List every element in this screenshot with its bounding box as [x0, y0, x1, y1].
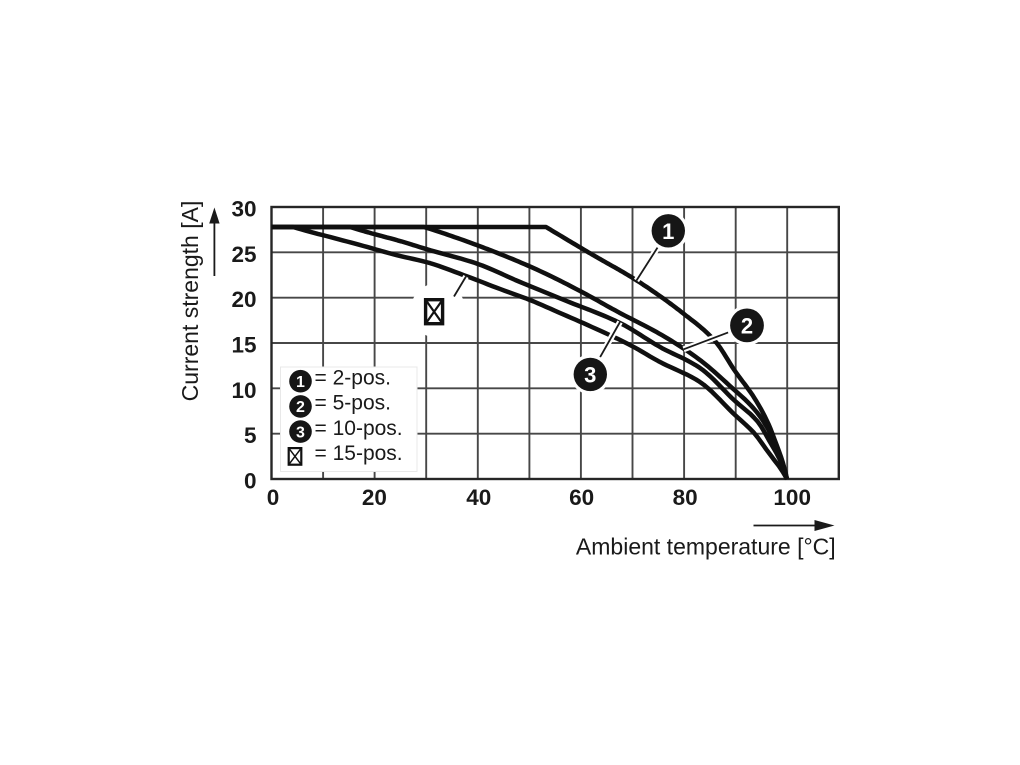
- svg-text:= 2-pos.: = 2-pos.: [315, 367, 391, 390]
- svg-text:1: 1: [662, 219, 674, 244]
- svg-text:20: 20: [362, 485, 387, 510]
- svg-text:0: 0: [244, 469, 257, 494]
- svg-text:= 5-pos.: = 5-pos.: [315, 392, 391, 415]
- svg-text:5: 5: [244, 423, 257, 448]
- svg-text:3: 3: [296, 424, 305, 441]
- svg-text:15: 15: [231, 333, 256, 358]
- svg-text:60: 60: [569, 485, 594, 510]
- svg-text:2: 2: [296, 399, 305, 416]
- svg-text:0: 0: [267, 485, 280, 510]
- svg-text:1: 1: [296, 374, 305, 391]
- svg-text:80: 80: [673, 485, 698, 510]
- svg-text:20: 20: [231, 287, 256, 312]
- svg-text:2: 2: [741, 313, 753, 338]
- svg-text:40: 40: [466, 485, 491, 510]
- svg-text:30: 30: [231, 197, 256, 222]
- svg-text:25: 25: [231, 242, 256, 267]
- svg-text:10: 10: [231, 378, 256, 403]
- svg-text:= 10-pos.: = 10-pos.: [315, 417, 403, 440]
- svg-text:Current strength [A]: Current strength [A]: [177, 201, 203, 402]
- svg-text:Ambient temperature [°C]: Ambient temperature [°C]: [576, 534, 836, 560]
- svg-text:= 15-pos.: = 15-pos.: [315, 442, 403, 465]
- svg-text:3: 3: [584, 362, 596, 387]
- svg-text:100: 100: [773, 485, 811, 510]
